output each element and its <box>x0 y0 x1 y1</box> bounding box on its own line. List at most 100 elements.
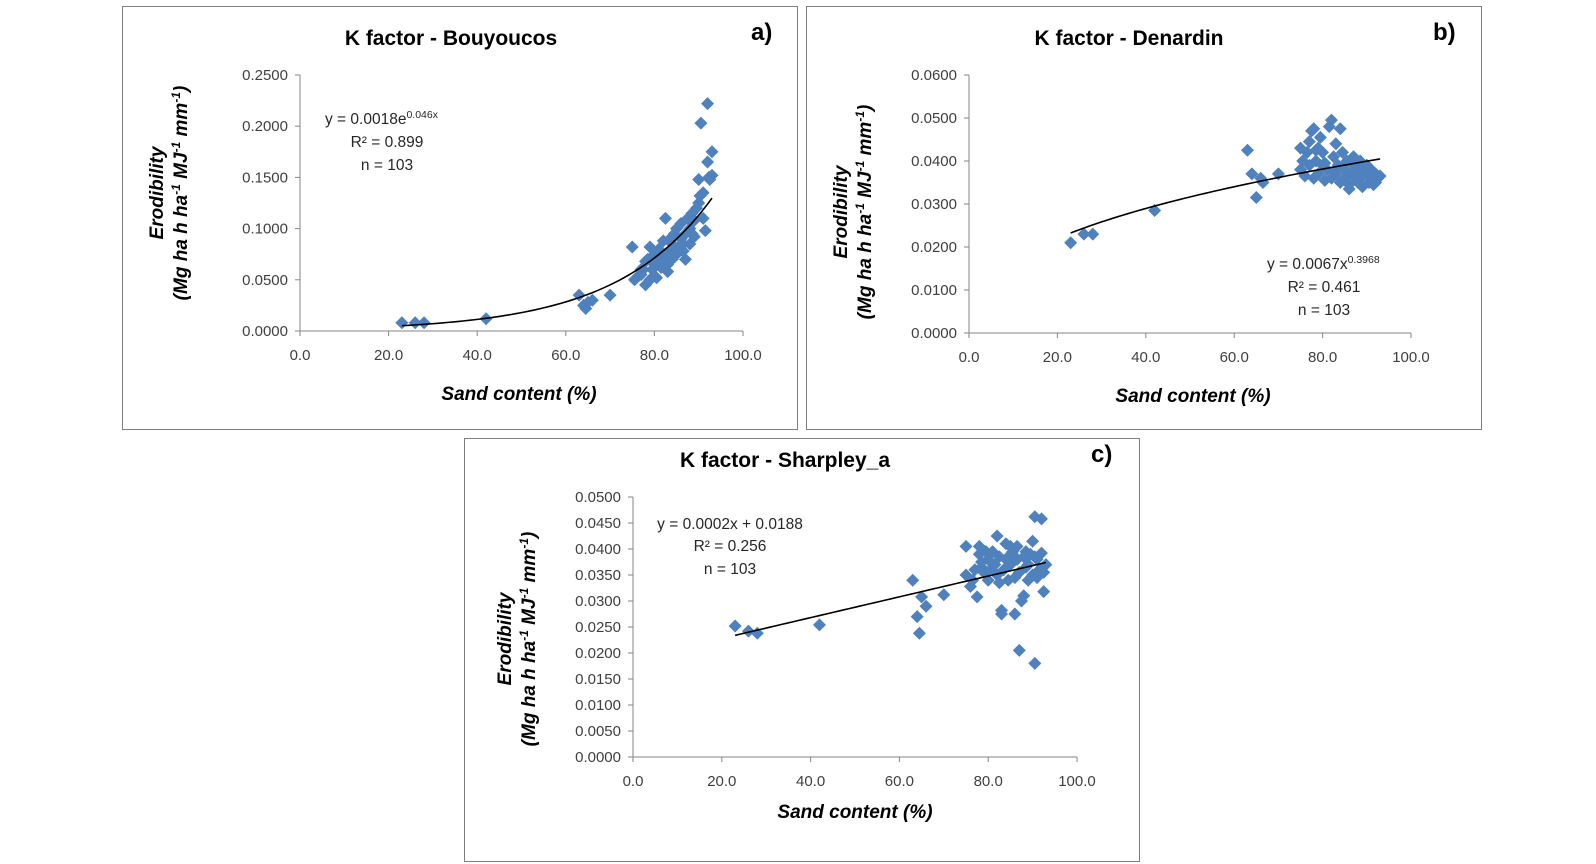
data-point <box>625 240 639 254</box>
y-axis-label-line2: (Mg ha h ha-1 MJ-1 mm-1) <box>853 105 876 320</box>
data-point <box>1017 589 1031 603</box>
y-axis-label-line2: (Mg ha h ha-1 MJ-1 mm-1) <box>169 86 192 301</box>
data-point <box>634 263 648 277</box>
data-point <box>1313 130 1327 144</box>
data-point <box>1003 558 1017 572</box>
data-point <box>1034 512 1048 526</box>
data-point <box>983 555 997 569</box>
data-point <box>1001 550 1015 564</box>
x-tick-label: 40.0 <box>1131 349 1160 366</box>
trendline <box>1070 158 1381 234</box>
data-point <box>1028 510 1042 524</box>
data-point <box>741 624 755 638</box>
data-point <box>812 618 826 632</box>
data-point <box>1344 167 1358 181</box>
x-tick-label: 80.0 <box>974 773 1003 790</box>
data-point <box>694 116 708 130</box>
data-point <box>919 599 933 613</box>
panel-label: b) <box>1433 19 1456 46</box>
data-point <box>1030 571 1044 585</box>
data-point <box>1028 656 1042 670</box>
x-axis-label: Sand content (%) <box>777 802 932 823</box>
data-point <box>701 155 715 169</box>
data-point <box>685 227 699 241</box>
trend-equation: y = 0.0067x0.3968 <box>1267 254 1380 273</box>
data-point <box>1006 545 1020 559</box>
x-tick-label: 20.0 <box>707 773 736 790</box>
data-point <box>750 626 764 640</box>
data-point <box>572 288 586 302</box>
data-point <box>408 316 422 330</box>
data-point <box>650 252 664 266</box>
data-point <box>661 265 675 279</box>
y-tick-label: 0.0400 <box>911 153 957 170</box>
data-point <box>972 539 986 553</box>
x-tick-label: 60.0 <box>885 773 914 790</box>
sample-size-label: n = 103 <box>704 561 756 578</box>
data-point <box>1318 173 1332 187</box>
data-point <box>1333 122 1347 136</box>
data-point <box>995 607 1009 621</box>
panel-label: c) <box>1091 441 1112 468</box>
y-tick-label: 0.0300 <box>575 593 621 610</box>
data-point <box>658 211 672 225</box>
data-point <box>1362 165 1376 179</box>
data-point <box>667 247 681 261</box>
r-squared-label: R² = 0.256 <box>694 538 767 555</box>
chart-c-svg: K factor - Sharpley_a c) Sand content (%… <box>495 441 1112 823</box>
data-point <box>585 293 599 307</box>
data-point <box>970 590 984 604</box>
y-tick-label: 0.0400 <box>575 541 621 558</box>
data-point <box>975 555 989 569</box>
data-point <box>1012 643 1026 657</box>
x-tick-label: 60.0 <box>551 347 580 364</box>
data-point <box>1086 227 1100 241</box>
data-point <box>1028 550 1042 564</box>
data-point <box>705 168 719 182</box>
data-point <box>692 172 706 186</box>
y-tick-label: 0.0050 <box>575 723 621 740</box>
data-point <box>992 576 1006 590</box>
data-point <box>1249 191 1263 205</box>
data-point <box>705 145 719 159</box>
data-point <box>1311 167 1325 181</box>
r-squared-label: R² = 0.461 <box>1288 279 1361 296</box>
x-tick-label: 0.0 <box>623 773 644 790</box>
trend-equation: y = 0.0018e0.046x <box>325 109 439 128</box>
y-tick-label: 0.0000 <box>575 749 621 766</box>
data-point <box>1327 150 1341 164</box>
x-tick-label: 100.0 <box>724 347 762 364</box>
data-point <box>1344 152 1358 166</box>
data-point <box>959 539 973 553</box>
data-point <box>696 211 710 225</box>
y-tick-label: 0.2000 <box>242 118 288 135</box>
chart-title: K factor - Bouyoucos <box>345 27 557 50</box>
chart-b-svg: K factor - Denardin b) Sand content (%) … <box>831 19 1456 407</box>
data-point <box>910 610 924 624</box>
data-point <box>1316 145 1330 159</box>
data-point <box>1300 145 1314 159</box>
chart-panel-b: K factor - Denardin b) Sand content (%) … <box>806 6 1482 430</box>
data-point <box>603 288 617 302</box>
data-point <box>1327 165 1341 179</box>
data-point <box>1037 585 1051 599</box>
data-point <box>1353 169 1367 183</box>
y-axis-label-line1: Erodibility <box>831 164 852 258</box>
chart-title: K factor - Denardin <box>1034 27 1223 50</box>
sample-size-label: n = 103 <box>361 157 413 174</box>
x-tick-label: 20.0 <box>374 347 403 364</box>
trendline <box>401 197 713 327</box>
data-point <box>696 186 710 200</box>
data-point <box>698 224 712 238</box>
data-point <box>1240 143 1254 157</box>
y-tick-label: 0.0150 <box>575 671 621 688</box>
data-point <box>1008 571 1022 585</box>
data-point <box>1245 167 1259 181</box>
data-point <box>1329 137 1343 151</box>
x-axis-label: Sand content (%) <box>1115 386 1270 407</box>
panel-label: a) <box>751 19 772 46</box>
x-tick-label: 100.0 <box>1058 773 1096 790</box>
x-tick-label: 80.0 <box>1308 349 1337 366</box>
x-tick-label: 80.0 <box>640 347 669 364</box>
data-point <box>1077 227 1091 241</box>
